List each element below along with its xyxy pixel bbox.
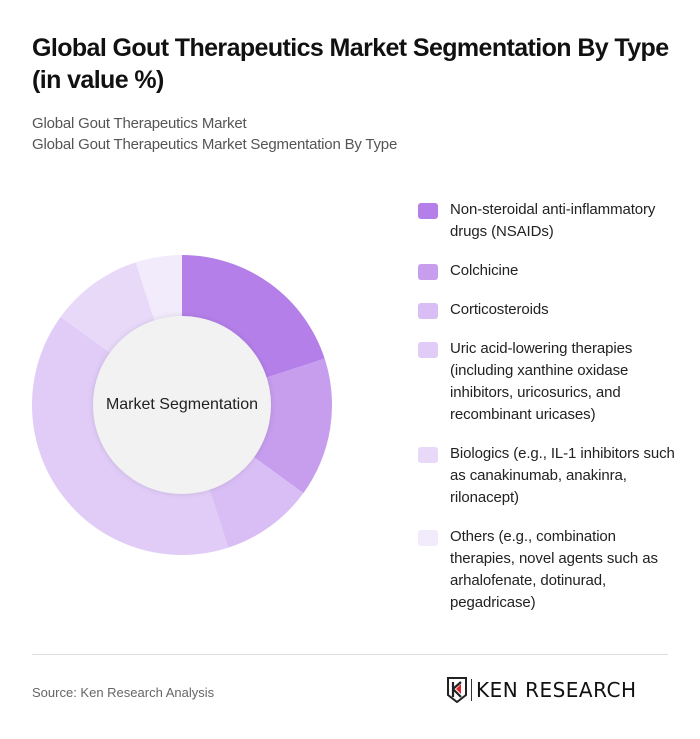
legend-item-uric-acid[interactable]: Uric acid-lowering therapies (including … bbox=[418, 338, 678, 426]
legend-label: Colchicine bbox=[450, 262, 519, 279]
ken-research-logo: KEN RESEARCH bbox=[447, 677, 637, 703]
page-title: Global Gout Therapeutics Market Segmenta… bbox=[32, 34, 669, 94]
donut-hole bbox=[93, 316, 271, 494]
legend-item-nsaids[interactable]: Non-steroidal anti-inflammatory drugs (N… bbox=[418, 199, 678, 243]
legend-label: Uric acid-lowering therapies (including … bbox=[450, 340, 633, 423]
logo-separator bbox=[471, 679, 472, 701]
legend-item-others[interactable]: Others (e.g., combination therapies, nov… bbox=[418, 526, 678, 614]
subtitle: Global Gout Therapeutics Market Global G… bbox=[32, 113, 397, 155]
subtitle-market: Global Gout Therapeutics Market bbox=[32, 115, 247, 132]
legend: Non-steroidal anti-inflammatory drugs (N… bbox=[418, 199, 678, 631]
ken-logo-shield-icon bbox=[447, 677, 467, 703]
legend-swatch bbox=[418, 264, 438, 280]
subtitle-segmentation: Global Gout Therapeutics Market Segmenta… bbox=[32, 136, 398, 153]
legend-swatch bbox=[418, 342, 438, 358]
legend-label: Biologics (e.g., IL-1 inhibitors such as… bbox=[450, 445, 675, 506]
source-text: Source: Ken Research Analysis bbox=[32, 685, 215, 700]
donut-chart bbox=[32, 255, 332, 555]
legend-swatch bbox=[418, 303, 438, 319]
legend-swatch bbox=[418, 203, 438, 219]
legend-item-biologics[interactable]: Biologics (e.g., IL-1 inhibitors such as… bbox=[418, 443, 678, 509]
logo-text: KEN RESEARCH bbox=[476, 678, 637, 702]
legend-label: Non-steroidal anti-inflammatory drugs (N… bbox=[450, 201, 656, 240]
legend-swatch bbox=[418, 530, 438, 546]
donut-svg bbox=[32, 255, 332, 555]
footer-divider bbox=[32, 654, 668, 655]
legend-label: Corticosteroids bbox=[450, 301, 549, 318]
legend-label: Others (e.g., combination therapies, nov… bbox=[450, 528, 658, 611]
legend-item-colchicine[interactable]: Colchicine bbox=[418, 260, 678, 282]
legend-item-corticosteroids[interactable]: Corticosteroids bbox=[418, 299, 678, 321]
legend-swatch bbox=[418, 447, 438, 463]
